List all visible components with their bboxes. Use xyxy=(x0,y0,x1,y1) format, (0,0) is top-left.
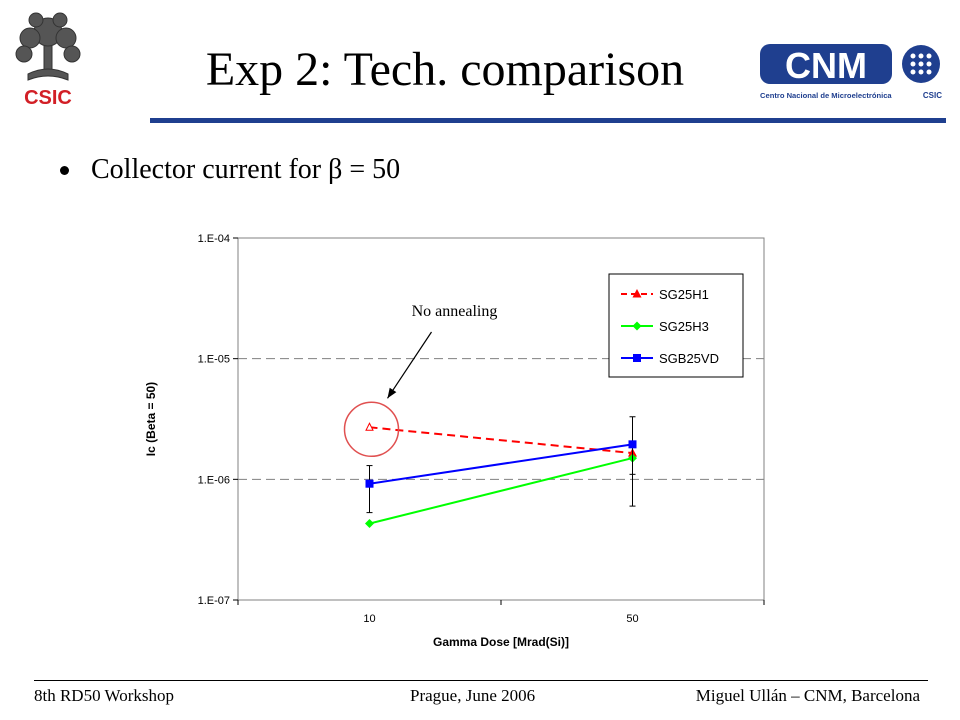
series-line xyxy=(369,426,633,455)
x-tick-label: 10 xyxy=(363,613,375,625)
svg-text:CSIC: CSIC xyxy=(923,91,942,100)
data-point xyxy=(628,440,637,449)
legend-label: SG25H1 xyxy=(659,287,709,302)
bullet-text: Collector current for β = 50 xyxy=(91,154,401,185)
bullet-item: Collector current for β = 50 xyxy=(60,152,400,188)
svg-text:CNM: CNM xyxy=(785,45,867,86)
series-sgb25vd xyxy=(365,416,637,514)
y-axis-title: Ic (Beta = 50) xyxy=(144,382,158,456)
collector-current-chart: 1.E-07 1.E-06 1.E-05 1.E-04 10 50 Gamma Dose [… xyxy=(144,233,765,649)
csic-logo: CSIC xyxy=(15,12,81,108)
footer-location-date: Prague, June 2006 xyxy=(410,686,536,705)
bullet-dot-icon xyxy=(60,165,69,175)
y-tick-label: 1.E-06 xyxy=(198,474,230,486)
data-point xyxy=(365,422,374,431)
legend-label: SGB25VD xyxy=(659,351,719,366)
data-point xyxy=(365,519,374,529)
slide-title: Exp 2: Tech. comparison xyxy=(205,43,685,96)
cnm-logo: CNM Centro Nacional de Microelectrónica … xyxy=(760,44,942,100)
annotation-arrow-head xyxy=(387,387,397,399)
data-point xyxy=(365,479,374,488)
svg-text:Centro Nacional de Microelectr: Centro Nacional de Microelectrónica xyxy=(760,91,892,100)
y-tick-label: 1.E-07 xyxy=(198,595,230,607)
x-axis-title: Gamma Dose [Mrad(Si)] xyxy=(433,635,569,649)
legend-marker xyxy=(632,289,642,298)
svg-text:CSIC: CSIC xyxy=(24,87,72,108)
series-line xyxy=(369,443,633,485)
annotation-circle xyxy=(343,401,400,458)
footer-divider xyxy=(34,680,928,681)
legend: SG25H1 SG25H3 SGB25VD xyxy=(608,273,744,378)
annotation-label: No annealing xyxy=(412,303,498,320)
annotation-arrow-line xyxy=(387,331,432,399)
title-divider xyxy=(150,118,946,123)
y-tick-label: 1.E-04 xyxy=(198,233,230,245)
footer-workshop: 8th RD50 Workshop xyxy=(34,686,174,705)
series-line xyxy=(369,457,633,525)
legend-marker xyxy=(633,354,641,362)
x-tick-label: 50 xyxy=(626,613,638,625)
legend-marker xyxy=(632,321,642,331)
legend-label: SG25H3 xyxy=(659,319,709,334)
footer-author: Miguel Ullán – CNM, Barcelona xyxy=(695,686,920,705)
y-tick-label: 1.E-05 xyxy=(198,354,230,366)
